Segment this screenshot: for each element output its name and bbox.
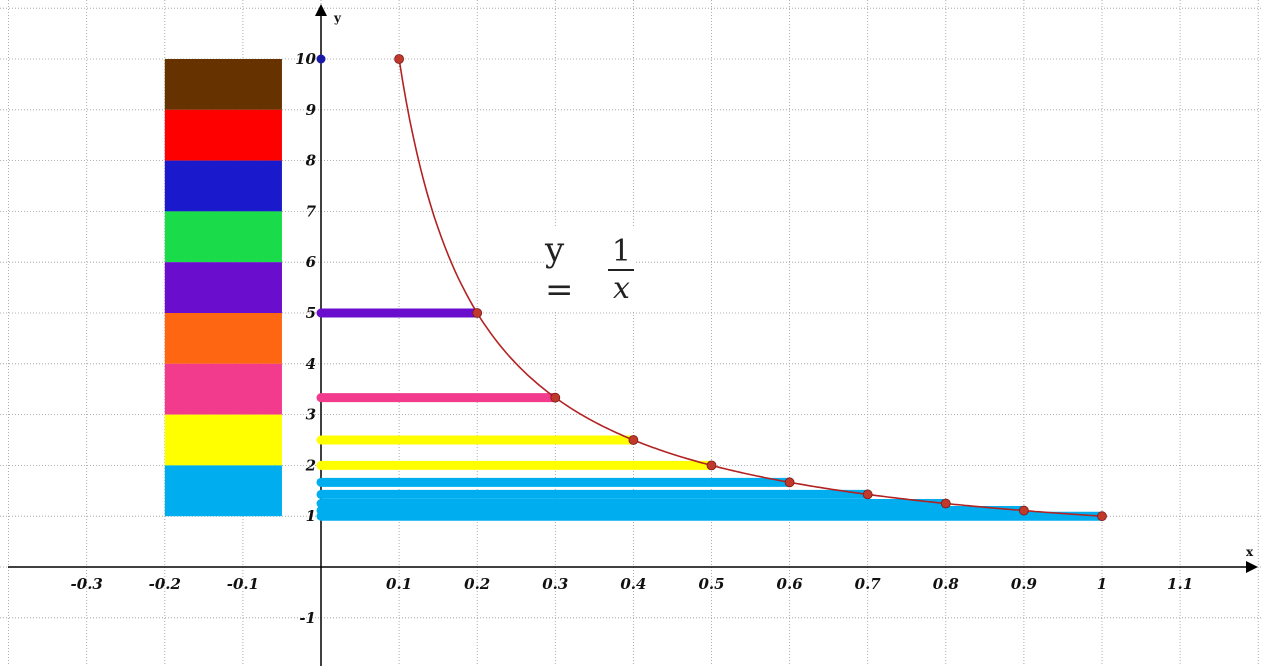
x-tick-label: 0.4 bbox=[620, 575, 646, 593]
color-block bbox=[164, 59, 282, 110]
curve-point bbox=[1097, 511, 1107, 522]
x-tick-label: 0.5 bbox=[698, 575, 724, 593]
y-axis-point bbox=[316, 54, 326, 64]
x-tick-label: 1.1 bbox=[1167, 575, 1193, 593]
y-tick-label: 10 bbox=[295, 50, 316, 68]
y-tick-label: 5 bbox=[306, 304, 316, 322]
axes: x y bbox=[8, 4, 1258, 666]
segment-start-dot bbox=[316, 308, 326, 318]
curve-point bbox=[784, 477, 795, 488]
color-block bbox=[164, 211, 282, 263]
curve-point bbox=[472, 308, 483, 318]
y-tick-label: 6 bbox=[306, 253, 317, 271]
curve-point bbox=[1019, 505, 1029, 516]
y-tick-label: -1 bbox=[299, 609, 316, 627]
color-block bbox=[164, 109, 282, 161]
x-tick-label: 0.9 bbox=[1011, 575, 1038, 593]
segment-start-dot bbox=[316, 435, 326, 445]
curve-point bbox=[550, 392, 561, 403]
y-tick-label: 4 bbox=[306, 355, 316, 373]
formula-numerator: 1 bbox=[611, 233, 631, 269]
x-tick-label: 0.3 bbox=[542, 575, 568, 593]
curve-point bbox=[706, 460, 717, 471]
y-tick-label: 9 bbox=[306, 101, 317, 119]
segment-start-dot bbox=[316, 506, 326, 516]
curve-point bbox=[394, 54, 405, 64]
segment-start-dot bbox=[316, 489, 326, 499]
color-block bbox=[164, 363, 282, 415]
color-block bbox=[164, 262, 282, 313]
tick-labels: -0.3 -0.2 -0.1 0.1 0.2 0.3 0.4 0.5 0.6 0.7 0.8 0.9 1… bbox=[71, 50, 1194, 627]
formula-label: y = 1 x bbox=[545, 228, 635, 312]
curve-points bbox=[316, 54, 1107, 522]
x-axis-arrow-icon bbox=[1246, 561, 1258, 573]
segment-start-dot bbox=[316, 393, 326, 403]
horizontal-segments bbox=[316, 308, 1102, 521]
x-tick-label: -0.2 bbox=[149, 575, 181, 593]
y-tick-label: 8 bbox=[306, 152, 317, 170]
x-tick-label: -0.3 bbox=[71, 575, 103, 593]
curve-point bbox=[940, 498, 951, 509]
x-tick-label: 0.2 bbox=[464, 575, 490, 593]
y-axis-label: y bbox=[333, 11, 342, 25]
x-tick-label: 1 bbox=[1097, 575, 1107, 593]
y-tick-label: 7 bbox=[306, 202, 317, 220]
fraction-bar bbox=[608, 269, 635, 271]
curve-point bbox=[862, 489, 873, 500]
y-axis-arrow-icon bbox=[315, 4, 327, 16]
x-tick-label: 0.8 bbox=[933, 575, 960, 593]
x-axis-label: x bbox=[1246, 545, 1254, 559]
color-block bbox=[164, 465, 282, 517]
reciprocal-curve bbox=[398, 58, 1103, 517]
y-tick-label: 1 bbox=[306, 507, 316, 525]
y-tick-label: 2 bbox=[305, 456, 316, 474]
color-block bbox=[164, 160, 282, 212]
x-tick-label: 0.7 bbox=[855, 575, 882, 593]
segment-start-dot bbox=[316, 460, 326, 470]
color-block bbox=[164, 414, 282, 466]
curve-layer bbox=[398, 58, 1103, 517]
curve-point bbox=[628, 435, 639, 445]
formula-denominator: x bbox=[612, 271, 630, 306]
x-tick-label: -0.1 bbox=[227, 575, 259, 593]
segment-start-dot bbox=[316, 499, 326, 508]
formula-lhs: y = bbox=[545, 230, 574, 310]
y-tick-label: 3 bbox=[306, 406, 316, 424]
x-tick-label: 0.1 bbox=[386, 575, 412, 593]
color-block bbox=[164, 313, 282, 364]
x-tick-label: 0.6 bbox=[777, 575, 804, 593]
segment-start-dot bbox=[316, 477, 326, 487]
color-block-column bbox=[164, 59, 282, 517]
formula-fraction: 1 x bbox=[608, 233, 635, 306]
